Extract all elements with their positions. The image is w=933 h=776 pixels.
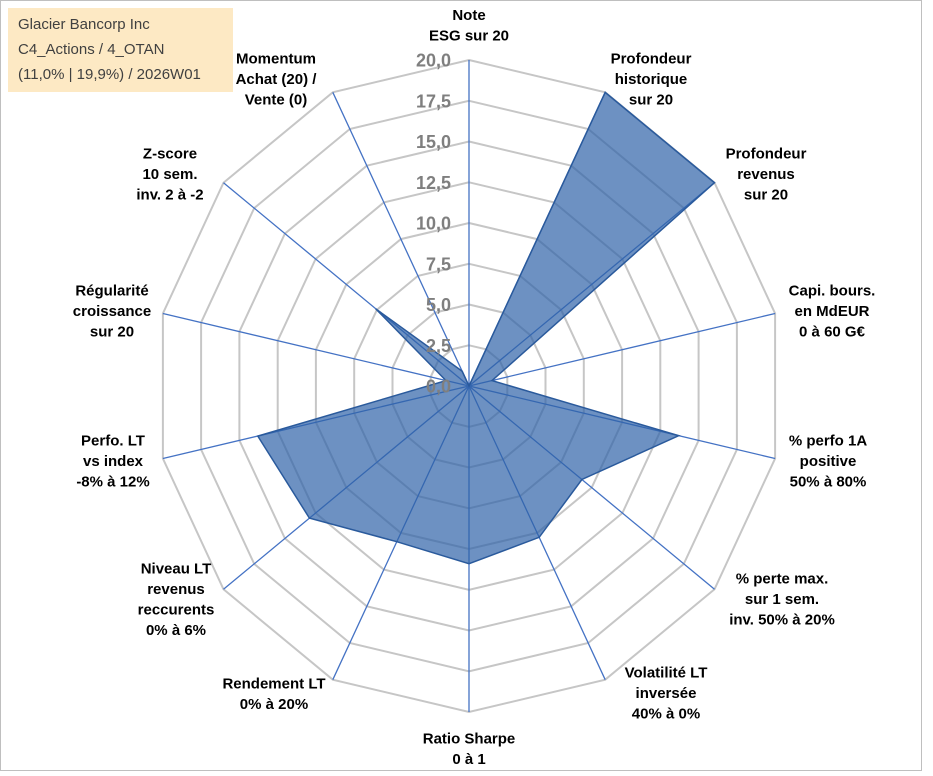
axis-label-line: revenus <box>737 166 795 183</box>
axis-label-line: Z-score <box>143 146 197 163</box>
axis-label-line: croissance <box>73 303 151 320</box>
axis-label-line: sur 20 <box>629 92 673 109</box>
axis-label-line: Achat (20) / <box>236 71 318 88</box>
axis-label: Note ESG sur 20 <box>429 7 509 45</box>
axis-label-line: Profondeur <box>726 146 807 163</box>
tick-label: 5,0 <box>426 295 451 315</box>
axis-label: Momentum Achat (20) / Vente (0) <box>236 51 318 109</box>
axis-label-line: -8% à 12% <box>76 474 149 491</box>
axis-label-line: 0% à 20% <box>240 696 308 713</box>
tick-labels: 0,0 2,5 5,0 7,5 10,0 12,5 15,0 17,5 20,0 <box>416 51 451 397</box>
axis-label-line: positive <box>800 453 857 470</box>
axis-label-line: 0% à 6% <box>146 622 206 639</box>
axis-spoke <box>468 312 776 387</box>
axis-label-line: sur 20 <box>90 324 134 341</box>
series-area <box>256 91 716 565</box>
axis-label-line: historique <box>615 71 688 88</box>
axis-label-line: inversée <box>636 685 697 702</box>
axis-label: Niveau LT revenus reccurents 0% à 6% <box>138 561 215 640</box>
tick-label: 7,5 <box>426 254 451 274</box>
axis-label-line: Momentum <box>236 51 316 68</box>
axis-label: Régularité croissance sur 20 <box>73 283 151 341</box>
axis-label-line: Capi. bours. <box>789 283 876 300</box>
axis-label-line: Profondeur <box>611 51 692 68</box>
axis-label: Profondeur historique sur 20 <box>611 51 692 109</box>
axis-label-line: Perfo. LT <box>81 433 145 450</box>
axis-label-line: sur 1 sem. <box>745 591 819 608</box>
axis-label: Rendement LT 0% à 20% <box>222 676 325 714</box>
axis-label-line: sur 20 <box>744 187 788 204</box>
axis-labels: Note ESG sur 20 Profondeur historique sur 20… <box>73 7 876 768</box>
axis-label: Volatilité LT inversée 40% à 0% <box>625 665 708 723</box>
company-name: Glacier Bancorp Inc <box>18 16 150 33</box>
axis-label-line: Rendement LT <box>222 676 325 693</box>
tick-label: 0,0 <box>426 377 451 397</box>
axis-label-line: revenus <box>147 581 205 598</box>
axis-label: Profondeur revenus sur 20 <box>726 146 807 204</box>
axis-label-line: vs index <box>83 453 144 470</box>
axis-label-line: 0 à 60 G€ <box>799 324 866 341</box>
tick-label: 20,0 <box>416 51 451 71</box>
axis-spoke <box>332 92 470 387</box>
axis-label-line: Volatilité LT <box>625 665 708 682</box>
axis-label-line: Ratio Sharpe <box>423 731 516 748</box>
axis-label: Perfo. LT vs index -8% à 12% <box>76 433 149 491</box>
performance-week: (11,0% | 19,9%) / 2026W01 <box>18 66 201 83</box>
axis-label-line: reccurents <box>138 602 215 619</box>
axis-label-line: 10 sem. <box>142 166 197 183</box>
portfolio-category: C4_Actions / 4_OTAN <box>18 41 165 58</box>
axis-label: % perfo 1A positive 50% à 80% <box>789 433 868 491</box>
tick-label: 10,0 <box>416 214 451 234</box>
series-layer <box>256 91 716 565</box>
axis-label-line: 0 à 1 <box>452 751 485 768</box>
axis-label-line: Vente (0) <box>245 92 308 109</box>
axis-label-line: 50% à 80% <box>790 474 867 491</box>
axis-label-line: inv. 50% à 20% <box>729 612 835 629</box>
axis-label-line: ESG sur 20 <box>429 28 509 45</box>
tick-label: 15,0 <box>416 132 451 152</box>
tick-label: 12,5 <box>416 173 451 193</box>
axis-spoke <box>162 312 470 387</box>
axis-label-line: 40% à 0% <box>632 706 700 723</box>
axis-label-line: Niveau LT <box>141 561 212 578</box>
axis-label: Ratio Sharpe 0 à 1 <box>423 731 516 769</box>
axis-label-line: Régularité <box>75 283 148 300</box>
tick-label: 17,5 <box>416 91 451 111</box>
axis-label-line: inv. 2 à -2 <box>136 187 203 204</box>
axis-label: % perte max. sur 1 sem. inv. 50% à 20% <box>729 571 835 629</box>
axis-label-line: % perte max. <box>736 571 829 588</box>
axis-label: Z-score 10 sem. inv. 2 à -2 <box>136 146 203 204</box>
axis-label-line: en MdEUR <box>795 303 870 320</box>
axis-label-line: Note <box>452 7 485 24</box>
axis-label: Capi. bours. en MdEUR 0 à 60 G€ <box>789 283 876 341</box>
info-box: Glacier Bancorp Inc C4_Actions / 4_OTAN … <box>8 8 233 92</box>
axis-label-line: % perfo 1A <box>789 433 868 450</box>
tick-label: 2,5 <box>426 336 451 356</box>
